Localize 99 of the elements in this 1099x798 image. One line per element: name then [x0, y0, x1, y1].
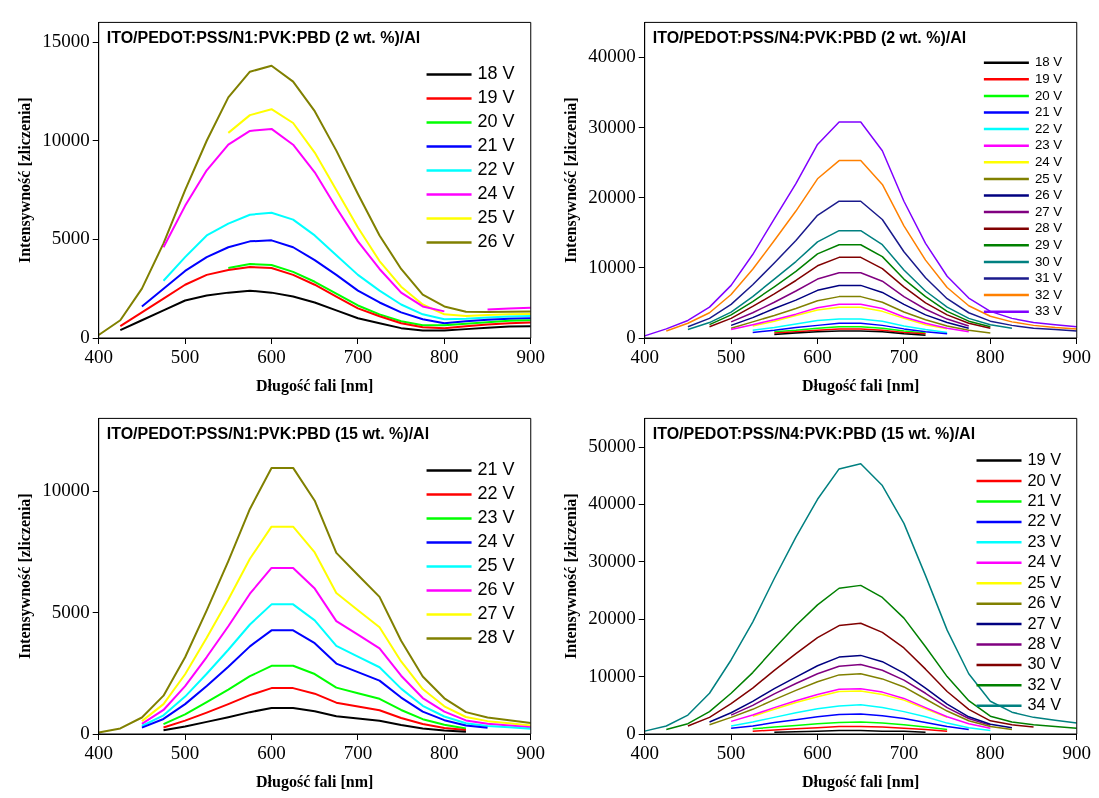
legend-label: 21 V — [1027, 490, 1062, 509]
x-tick-label: 500 — [716, 742, 746, 764]
y-axis-title: Intensywność [zliczenia] — [561, 97, 580, 264]
x-tick-label: 500 — [170, 346, 200, 368]
x-tick-label: 600 — [803, 742, 832, 764]
legend-label: 23 V — [1027, 531, 1062, 550]
legend-label: 22 V — [477, 159, 515, 180]
legend-label: 27 V — [477, 603, 515, 624]
x-tick-label: 500 — [716, 346, 746, 368]
legend-label: 19 V — [1034, 70, 1063, 86]
legend-label: 28 V — [1027, 633, 1062, 652]
y-tick-label: 20000 — [588, 607, 636, 629]
x-tick-label: 700 — [889, 346, 919, 368]
x-tick-label: 900 — [1062, 742, 1091, 764]
x-tick-label: 800 — [430, 742, 459, 764]
legend-label: 19 V — [477, 87, 515, 108]
x-axis-title: Długość fali [nm] — [802, 376, 920, 395]
legend-label: 20 V — [477, 111, 515, 132]
y-tick-label: 50000 — [588, 435, 636, 457]
x-axis-title: Długość fali [nm] — [802, 772, 920, 791]
y-tick-label: 30000 — [588, 115, 636, 137]
x-tick-label: 800 — [976, 346, 1005, 368]
x-tick-label: 400 — [630, 346, 659, 368]
legend-label: 18 V — [477, 63, 515, 84]
chart-title: ITO/PEDOT:PSS/N1:PVK:PBD (15 wt. %)/Al — [106, 424, 430, 442]
chart-title: ITO/PEDOT:PSS/N4:PVK:PBD (15 wt. %)/Al — [652, 424, 976, 442]
y-axis-title: Intensywność [zliczenia] — [15, 97, 34, 264]
y-tick-label: 5000 — [51, 600, 90, 622]
legend-label: 27 V — [1034, 203, 1063, 219]
y-tick-label: 0 — [626, 721, 636, 743]
legend-label: 25 V — [477, 555, 515, 576]
legend-label: 33 V — [1034, 303, 1063, 319]
legend-label: 22 V — [1027, 511, 1062, 530]
legend-label: 19 V — [1027, 450, 1062, 469]
x-tick-label: 900 — [516, 346, 545, 368]
y-tick-label: 40000 — [588, 45, 636, 67]
legend-label: 24 V — [1034, 153, 1063, 169]
x-tick-label: 400 — [84, 742, 113, 764]
y-tick-label: 0 — [626, 325, 636, 347]
x-tick-label: 400 — [630, 742, 659, 764]
x-tick-label: 500 — [170, 742, 200, 764]
x-tick-label: 600 — [257, 346, 286, 368]
legend-label: 20 V — [1027, 470, 1062, 489]
y-tick-label: 0 — [80, 721, 90, 743]
legend-label: 26 V — [1034, 187, 1063, 203]
legend-label: 30 V — [1034, 253, 1063, 269]
y-tick-label: 15000 — [42, 30, 90, 52]
x-axis-title: Długość fali [nm] — [256, 376, 374, 395]
legend-label: 32 V — [1027, 674, 1062, 693]
legend-label: 21 V — [1034, 104, 1063, 120]
x-tick-label: 900 — [516, 742, 545, 764]
legend-label: 24 V — [1027, 552, 1062, 571]
legend-label: 23 V — [1034, 137, 1063, 153]
y-tick-label: 30000 — [588, 549, 636, 571]
x-tick-label: 800 — [430, 346, 459, 368]
legend-label: 21 V — [477, 459, 515, 480]
legend-label: 22 V — [477, 483, 515, 504]
legend-label: 24 V — [477, 531, 515, 552]
y-tick-label: 5000 — [51, 227, 90, 249]
legend-label: 34 V — [1027, 695, 1062, 714]
y-tick-label: 20000 — [588, 185, 636, 207]
x-axis-title: Długość fali [nm] — [256, 772, 374, 791]
x-tick-label: 600 — [257, 742, 286, 764]
legend-label: 24 V — [477, 183, 515, 204]
y-tick-label: 10000 — [588, 255, 636, 277]
y-axis-title: Intensywność [zliczenia] — [561, 493, 580, 660]
legend-label: 21 V — [477, 135, 515, 156]
legend-label: 25 V — [477, 207, 515, 228]
legend-label: 23 V — [477, 507, 515, 528]
y-tick-label: 0 — [80, 325, 90, 347]
legend-label: 28 V — [1034, 220, 1063, 236]
legend-label: 18 V — [1034, 54, 1063, 70]
legend-label: 26 V — [477, 579, 515, 600]
legend-label: 20 V — [1034, 87, 1063, 103]
legend-label: 25 V — [1027, 572, 1062, 591]
chart-title: ITO/PEDOT:PSS/N1:PVK:PBD (2 wt. %)/Al — [106, 28, 421, 46]
x-tick-label: 700 — [343, 346, 373, 368]
chart-title: ITO/PEDOT:PSS/N4:PVK:PBD (2 wt. %)/Al — [652, 28, 967, 46]
legend-label: 26 V — [477, 231, 515, 252]
legend-label: 29 V — [1034, 236, 1063, 252]
y-tick-label: 40000 — [588, 492, 636, 514]
legend-label: 22 V — [1034, 120, 1063, 136]
x-tick-label: 600 — [803, 346, 832, 368]
x-tick-label: 900 — [1062, 346, 1091, 368]
x-tick-label: 700 — [343, 742, 373, 764]
legend-label: 25 V — [1034, 170, 1063, 186]
y-tick-label: 10000 — [588, 664, 636, 686]
legend-label: 31 V — [1034, 270, 1063, 286]
x-tick-label: 800 — [976, 742, 1005, 764]
x-tick-label: 400 — [84, 346, 113, 368]
y-tick-label: 10000 — [42, 479, 90, 501]
legend-label: 30 V — [1027, 654, 1062, 673]
legend-label: 32 V — [1034, 286, 1063, 302]
legend-label: 27 V — [1027, 613, 1062, 632]
legend-label: 26 V — [1027, 593, 1062, 612]
legend-label: 28 V — [477, 627, 515, 648]
y-tick-label: 10000 — [42, 128, 90, 150]
y-axis-title: Intensywność [zliczenia] — [15, 493, 34, 660]
x-tick-label: 700 — [889, 742, 919, 764]
